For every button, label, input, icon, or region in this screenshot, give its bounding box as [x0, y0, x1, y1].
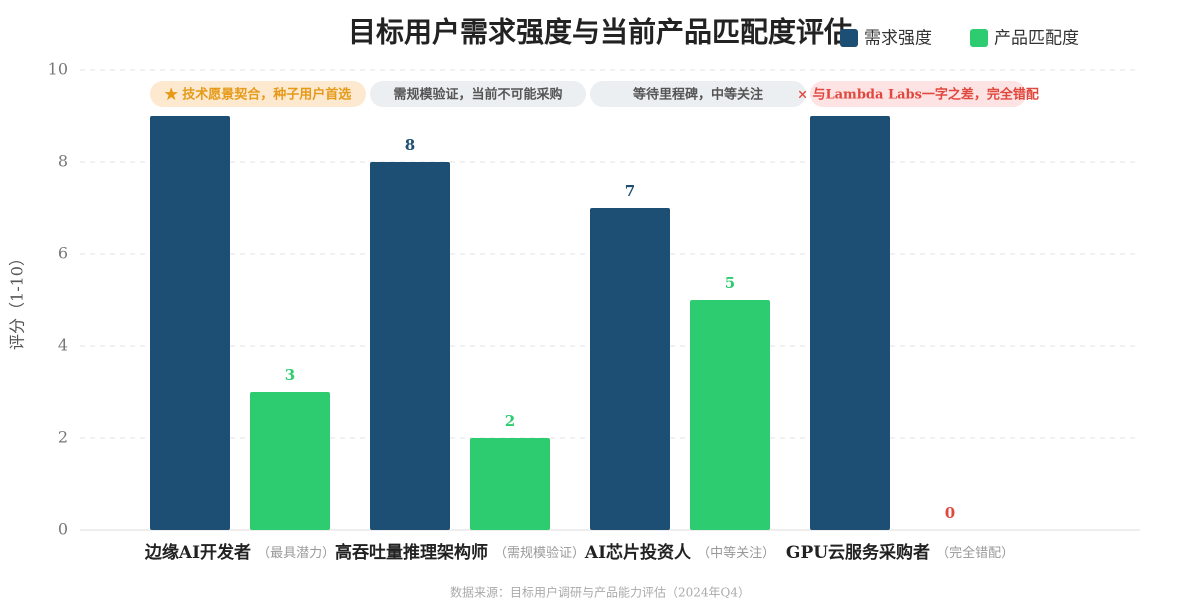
bar: [590, 208, 670, 530]
annotation: ★ 技术愿景契合，种子用户首选: [165, 87, 352, 103]
category-label: AI芯片投资人 （中等关注）: [584, 542, 775, 563]
category-note: （需规模验证）: [494, 545, 585, 561]
category-label: 高吞吐量推理架构师 （需规模验证）: [335, 542, 585, 563]
legend-swatch: [970, 29, 988, 47]
category-note: （完全错配）: [936, 545, 1014, 561]
annotation-badge: [810, 81, 1026, 107]
category-name: 高吞吐量推理架构师: [335, 542, 488, 563]
value-label: 3: [285, 366, 295, 384]
y-tick-label: 0: [58, 520, 68, 539]
annotation-badge: [370, 81, 586, 107]
annotation-badge: [150, 81, 366, 107]
value-label: 8: [405, 136, 415, 154]
value-label: 2: [505, 412, 515, 430]
legend-swatch: [840, 29, 858, 47]
category-name: 边缘AI开发者: [144, 542, 251, 563]
bar: [250, 392, 330, 530]
legend-label: 需求强度: [864, 29, 932, 49]
category-name: GPU云服务采购者: [786, 542, 930, 563]
bar: [370, 162, 450, 530]
bar: [690, 300, 770, 530]
y-tick-label: 10: [48, 60, 68, 79]
value-label: 7: [625, 182, 635, 200]
y-tick-label: 4: [58, 336, 68, 355]
chart-title: 目标用户需求强度与当前产品匹配度评估: [348, 16, 852, 49]
category-label: 边缘AI开发者 （最具潜力）: [144, 542, 335, 563]
annotation: 需规模验证，当前不可能采购: [393, 87, 562, 103]
y-axis-label: 评分（1-10）: [8, 250, 27, 350]
bar: [150, 116, 230, 530]
y-tick-label: 6: [58, 244, 68, 263]
bar: [470, 438, 550, 530]
category-note: （中等关注）: [697, 545, 775, 561]
value-label: 0: [945, 504, 955, 522]
legend-label: 产品匹配度: [994, 29, 1079, 49]
annotation: 等待里程碑，中等关注: [632, 87, 763, 103]
annotation: × 与Lambda Labs一字之差，完全错配: [797, 87, 1039, 103]
annotation-badge: [590, 81, 806, 107]
source: 数据来源：目标用户调研与产品能力评估（2024年Q4）: [450, 585, 750, 600]
category-label: GPU云服务采购者 （完全错配）: [786, 542, 1014, 563]
category-note: （最具潜力）: [257, 546, 335, 561]
value-label: 5: [725, 274, 735, 292]
y-tick-label: 2: [58, 428, 68, 447]
bar: [810, 116, 890, 530]
category-name: AI芯片投资人: [584, 542, 692, 563]
y-tick-label: 8: [58, 152, 68, 171]
